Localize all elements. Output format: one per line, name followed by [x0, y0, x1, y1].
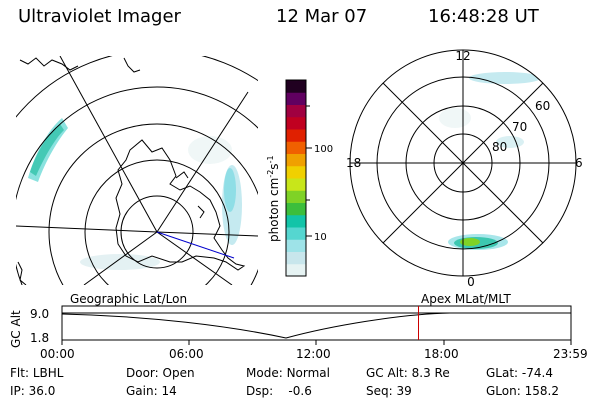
observation-time: 16:48:28 UT	[428, 6, 539, 27]
ip-value: 36.0	[28, 384, 56, 398]
dsp-info: Dsp: -0.6	[246, 384, 312, 398]
mlt-label-0: 0	[467, 275, 475, 289]
timeline-tick-1800: 18:00	[424, 347, 459, 361]
colorbar-segment	[286, 227, 306, 240]
glon-info: GLon: 158.2	[486, 384, 559, 398]
timeline-tick-2359: 23:59	[553, 347, 588, 361]
timeline-y-bottom: 1.8	[30, 331, 49, 345]
mode-info: Mode: Normal	[246, 366, 330, 380]
timeline-ylabel: GC Alt	[9, 310, 23, 348]
seq-value: 39	[396, 384, 412, 398]
colorbar-segment	[286, 190, 306, 203]
mlat-label-70: 70	[512, 120, 527, 134]
instrument-title: Ultraviolet Imager	[18, 6, 181, 27]
mlt-label-12: 12	[455, 49, 470, 63]
colorbar-segment	[286, 129, 306, 142]
filter-info: Flt: LBHL	[10, 366, 64, 380]
filter-value: LBHL	[32, 366, 64, 380]
colorbar-segment	[286, 239, 306, 252]
colorbar-segment	[286, 178, 306, 191]
subsatellite-track	[156, 231, 235, 259]
colorbar-segment	[286, 214, 306, 228]
gain-info: Gain: 14	[126, 384, 177, 398]
gcalt-value: 8.3 Re	[411, 366, 450, 380]
colorbar-segment	[286, 116, 306, 130]
colorbar-segment	[286, 165, 306, 179]
colorbar-segment	[286, 80, 306, 93]
colorbar-segment	[286, 153, 306, 167]
timeline-tick-0600: 06:00	[169, 347, 204, 361]
aurora-emission-right	[439, 72, 541, 250]
altitude-curve	[61, 312, 571, 339]
magnetic-panel-label: Apex MLat/MLT	[421, 292, 511, 306]
dsp-value: -0.6	[288, 384, 312, 398]
observation-date: 12 Mar 07	[276, 6, 368, 27]
geographic-panel-label: Geographic Lat/Lon	[70, 292, 187, 306]
gain-value: 14	[161, 384, 177, 398]
geographic-map	[16, 56, 258, 285]
mlt-label-6: 6	[575, 156, 583, 170]
colorbar-segment	[286, 263, 306, 277]
colorbar-segment	[286, 141, 306, 154]
altitude-timeline	[61, 305, 572, 345]
latitude-circles	[16, 56, 258, 285]
door-info: Door: Open	[126, 366, 195, 380]
ip-info: IP: 36.0	[10, 384, 56, 398]
aurora-emission-left	[28, 118, 242, 270]
glat-info: GLat: -74.4	[486, 366, 553, 380]
colorbar-segment	[286, 92, 306, 105]
seq-info: Seq: 39	[366, 384, 412, 398]
door-value: Open	[162, 366, 195, 380]
glat-value: -74.4	[521, 366, 553, 380]
colorbar-label: photon cm-2s-1	[266, 155, 281, 242]
magnetic-polar-plot: 12 18 6 0 60 70 80	[346, 49, 583, 289]
coastline-fragments	[17, 57, 205, 285]
colorbar-segment	[286, 251, 306, 265]
colorbar-tick-100: 100	[314, 144, 333, 155]
mlt-label-18: 18	[346, 156, 361, 170]
mode-value: Normal	[286, 366, 330, 380]
mlt-meridians	[350, 50, 576, 276]
timeline-ticks	[61, 340, 572, 345]
colorbar-segment	[286, 104, 306, 118]
mlat-label-60: 60	[535, 99, 550, 113]
antarctica-coastline	[115, 139, 246, 271]
colorbar-segment	[286, 202, 306, 216]
timeline-tick-0000: 00:00	[40, 347, 75, 361]
glon-value: 158.2	[524, 384, 559, 398]
gcalt-info: GC Alt: 8.3 Re	[366, 366, 450, 380]
colorbar-tick-10: 10	[314, 232, 327, 243]
longitude-lines	[16, 56, 258, 285]
colorbar-border	[285, 79, 307, 277]
color-bar-ticks	[306, 105, 312, 237]
timeline-tick-1200: 12:00	[296, 347, 331, 361]
mlat-label-80: 80	[492, 140, 507, 154]
timeline-y-top: 9.0	[30, 307, 49, 321]
color-bar	[285, 79, 307, 277]
